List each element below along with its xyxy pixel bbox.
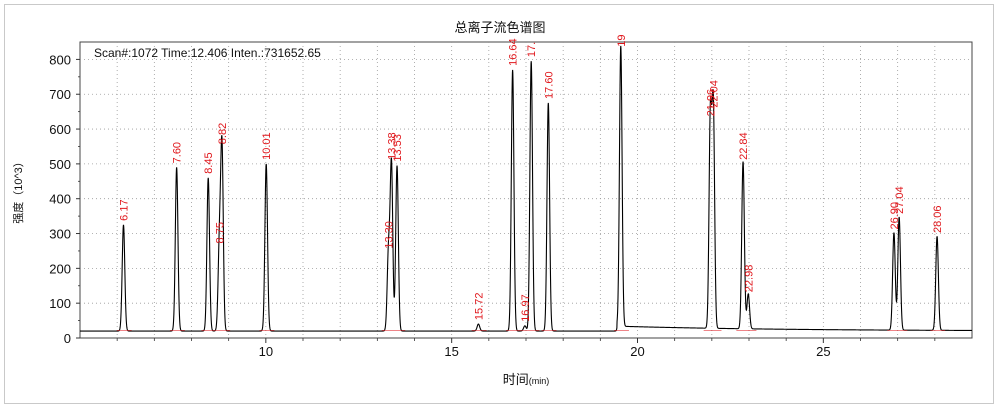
x-tick-label: 25: [816, 344, 830, 359]
y-tick-label: 400: [49, 192, 71, 207]
peak-label: 13.30: [383, 221, 395, 249]
y-tick-label: 100: [49, 296, 71, 311]
peak-label: 10.01: [261, 132, 273, 160]
y-axis-label: 强度（10^3）: [11, 156, 25, 224]
peak-label: 16.97: [520, 294, 532, 322]
peak-label: 17.60: [543, 71, 555, 99]
y-tick-label: 200: [49, 261, 71, 276]
scan-info: Scan#:1072 Time:12.406 Inten.:731652.65: [94, 46, 321, 60]
tick-layer: 0 100 200 300 400 500 600 700 800 10 15 20 25: [49, 52, 936, 359]
x-axis-label-unit: (min): [529, 376, 550, 386]
y-tick-label: 800: [49, 52, 71, 67]
peak-label-layer: 6.17 7.60 8.45 8.75 8.82 10.01 13.30 13.3813.53…: [118, 34, 944, 321]
peak-label: 13.38: [386, 132, 398, 160]
peak-label: 22.98: [743, 265, 755, 293]
peak-label: 8.75: [214, 222, 226, 243]
x-tick-label: 20: [630, 344, 644, 359]
peak-label: 6.17: [118, 199, 130, 220]
y-tick-label: 0: [64, 331, 71, 346]
peak-label: 28.06: [932, 205, 944, 233]
x-axis-label-main: 时间: [503, 372, 529, 387]
tic-trace: [80, 45, 972, 332]
x-axis-label: 时间(min): [503, 372, 550, 387]
peak-label: 27.04: [894, 186, 906, 214]
peak-label: 22.84: [738, 132, 750, 160]
peak-label: 17.: [526, 42, 538, 57]
peak-label: 7.60: [172, 142, 184, 163]
peak-label: 8.82: [217, 123, 229, 144]
peak-label: 19: [616, 34, 628, 46]
peak-label: 13.53: [392, 134, 404, 162]
peak-label: 26.90: [889, 202, 901, 230]
y-tick-label: 600: [49, 122, 71, 137]
chart-title: 总离子流色谱图: [454, 20, 545, 35]
peak-label: 22.04: [708, 80, 720, 108]
y-tick-label: 500: [49, 157, 71, 172]
peak-label: 15.72: [473, 293, 485, 321]
y-tick-label: 300: [49, 227, 71, 242]
peak-label: 16.64: [508, 38, 520, 66]
peak-label: 21.96: [705, 89, 717, 117]
x-tick-label: 10: [259, 344, 273, 359]
peak-label: 8.45: [203, 152, 215, 173]
x-tick-label: 15: [444, 344, 458, 359]
y-tick-label: 700: [49, 87, 71, 102]
